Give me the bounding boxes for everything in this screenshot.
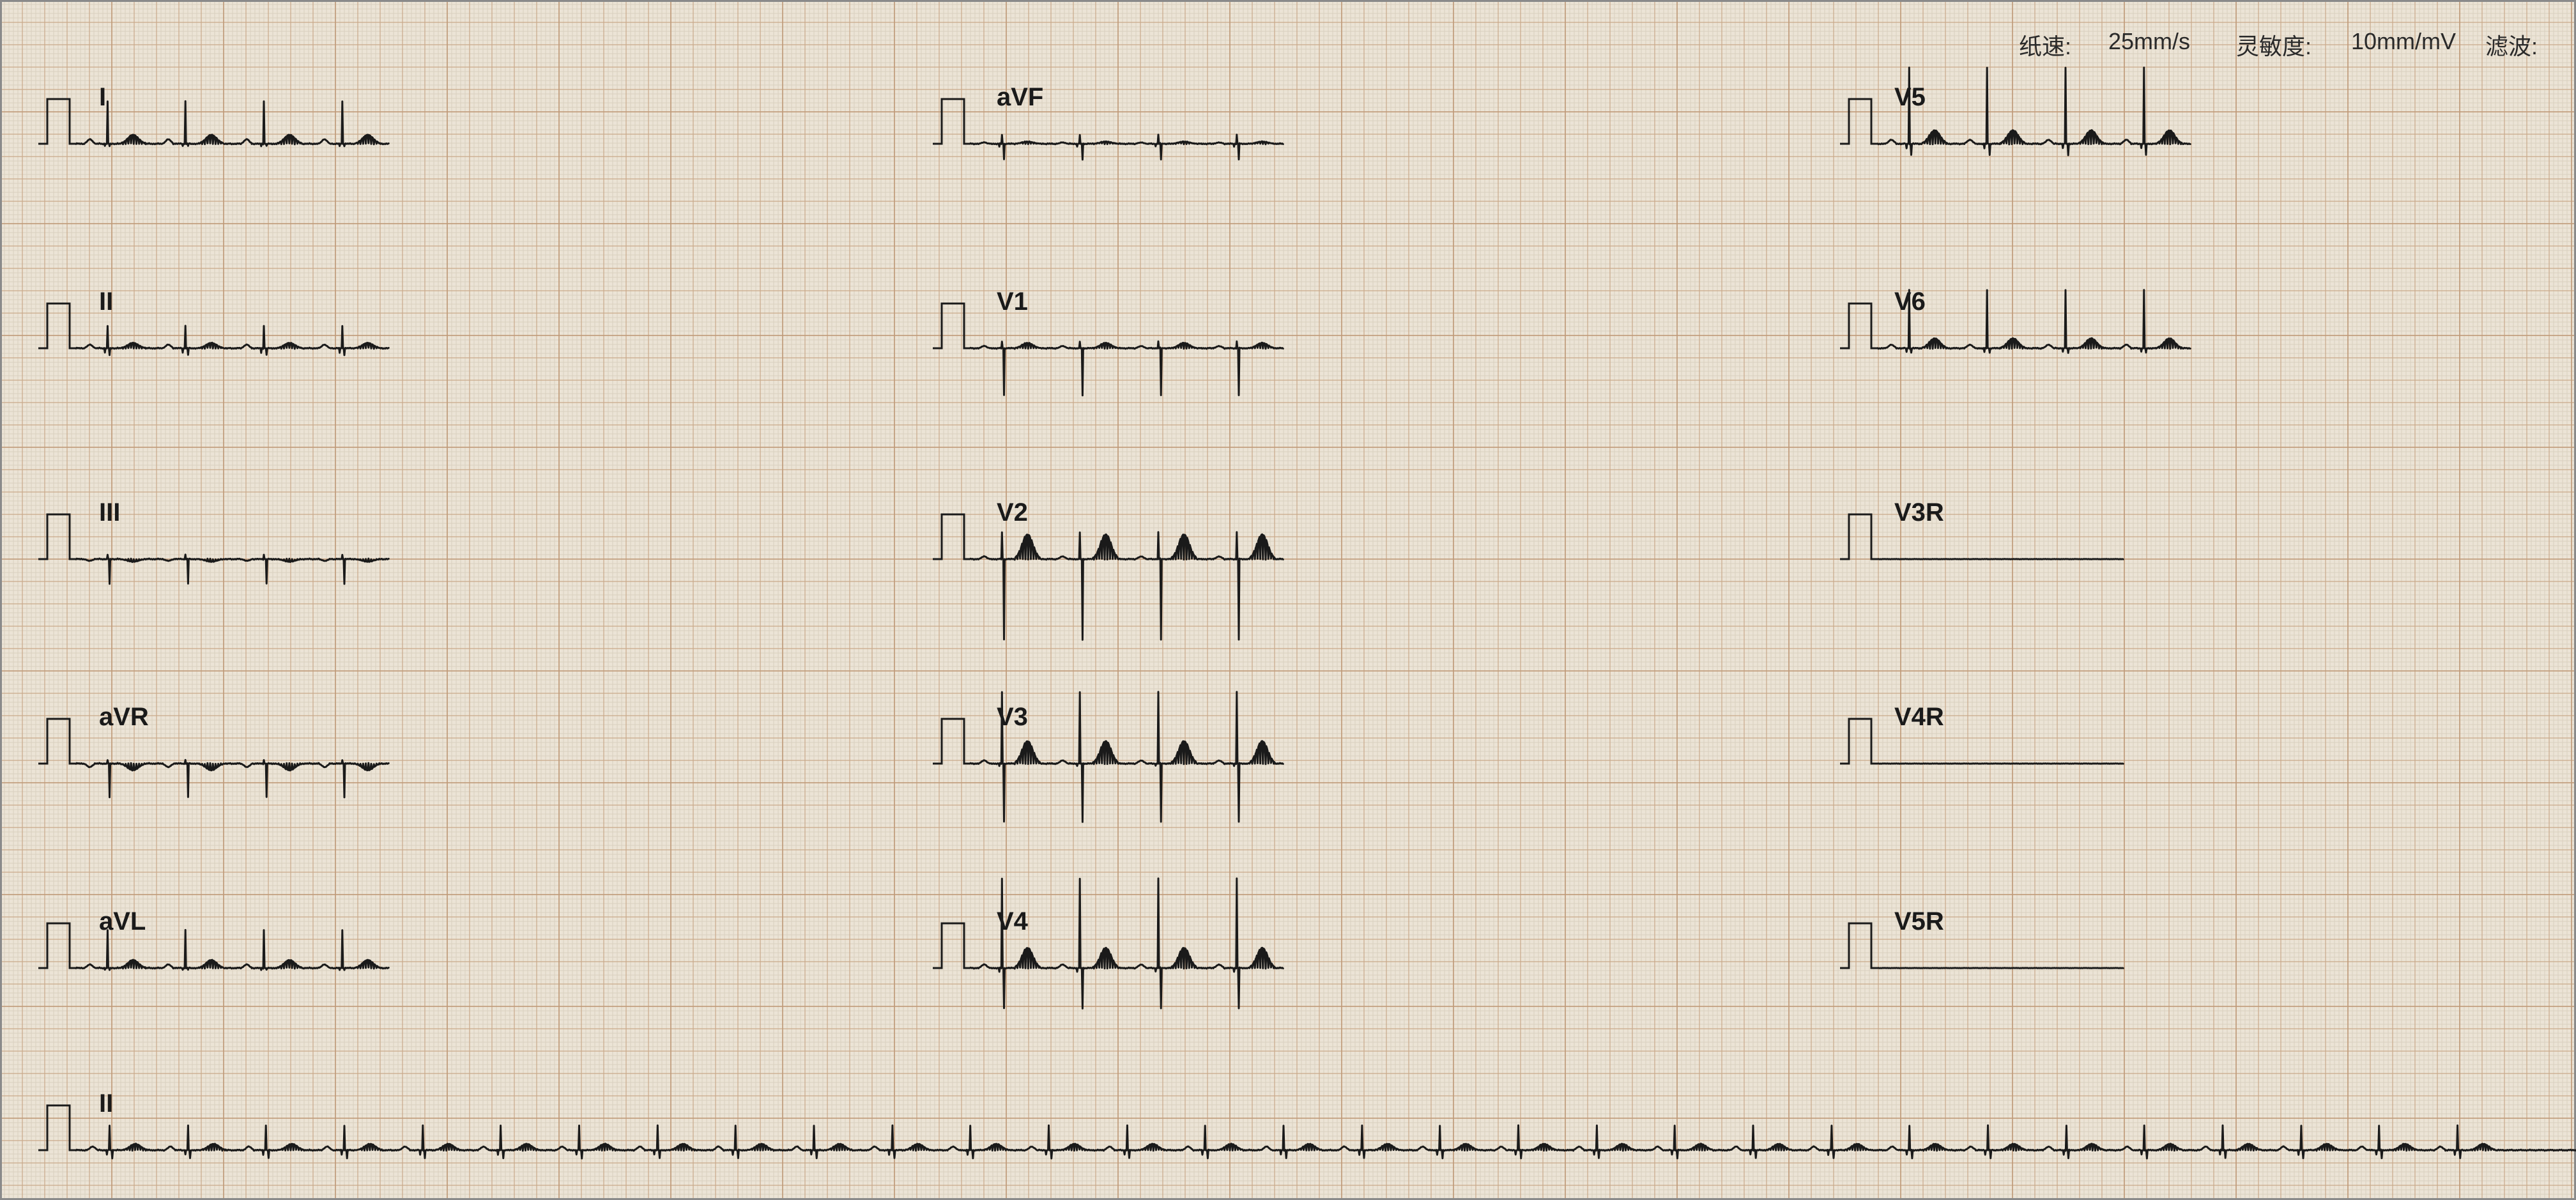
trace-V1 [970,341,1283,396]
lead-label-aVR: aVR [99,703,149,732]
lead-label-V5: V5 [1894,83,1926,112]
lead-label-III: III [99,498,120,527]
cal-pulse-V6 [1840,304,1878,348]
cal-pulse-rhythm [38,1105,76,1150]
cal-pulse-V1 [933,304,970,348]
trace-V3R [1878,559,2123,560]
lead-label-V5R: V5R [1894,907,1944,936]
settings-label-4: 滤波: [2485,28,2538,61]
trace-aVR [76,760,388,797]
lead-label-I: I [99,83,106,112]
trace-rhythm [76,1125,2576,1158]
lead-label-V4R: V4R [1894,703,1944,732]
ecg-traces [0,0,2576,1200]
lead-label-aVL: aVL [99,907,146,936]
settings-label-2: 灵敏度: [2236,28,2312,61]
settings-label-0: 纸速: [2019,28,2071,61]
lead-label-V4: V4 [997,907,1028,936]
settings-label-1: 25mm/s [2108,28,2190,55]
cal-pulse-III [38,514,76,559]
cal-pulse-II [38,304,76,348]
trace-V5R [1878,968,2123,969]
settings-label-3: 10mm/mV [2351,28,2456,55]
cal-pulse-V4 [933,923,970,968]
trace-III [76,555,388,584]
cal-pulse-V3R [1840,514,1878,559]
trace-V2 [970,532,1283,640]
cal-pulse-V2 [933,514,970,559]
lead-label-V6: V6 [1894,288,1926,316]
lead-label-V3R: V3R [1894,498,1944,527]
trace-V4 [970,879,1283,1009]
trace-II [76,326,388,355]
cal-pulse-aVF [933,99,970,144]
lead-label-V1: V1 [997,288,1028,316]
lead-label-V3: V3 [997,703,1028,732]
ecg-strip: 纸速:25mm/s灵敏度:10mm/mV滤波:IIIIIIaVRaVLaVFV1… [0,0,2576,1200]
lead-label-rhythm: II [99,1089,113,1118]
cal-pulse-V5R [1840,923,1878,968]
lead-label-aVF: aVF [997,83,1043,112]
trace-aVF [970,135,1283,160]
trace-I [76,101,388,146]
lead-label-V2: V2 [997,498,1028,527]
cal-pulse-V4R [1840,719,1878,764]
cal-pulse-I [38,99,76,144]
cal-pulse-aVL [38,923,76,968]
cal-pulse-V5 [1840,99,1878,144]
cal-pulse-V3 [933,719,970,764]
lead-label-II: II [99,288,113,316]
cal-pulse-aVR [38,719,76,764]
